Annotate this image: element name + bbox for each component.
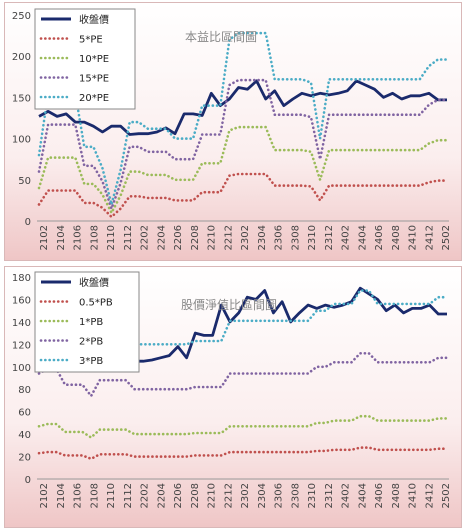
x-tick-label: 2310 [307,225,318,250]
x-tick-label: 2306 [274,225,285,250]
x-tick-label: 2206 [173,225,184,250]
x-tick-label: 2208 [190,483,201,508]
legend-label: 2*PB [79,337,103,348]
x-tick-label: 2408 [391,483,402,508]
y-tick-label: 150 [12,93,31,104]
x-tick-label: 2308 [290,225,301,250]
legend-label: 收盤價 [79,13,109,26]
series-line-3 [37,352,449,398]
x-tick-label: 2212 [223,483,234,508]
series-line-2 [37,414,449,439]
x-tick-label: 2502 [441,225,452,250]
x-tick-label: 2404 [357,225,368,250]
x-tick-label: 2310 [307,483,318,508]
y-tick-label: 140 [12,318,31,329]
x-tick-label: 2302 [240,225,251,250]
legend-label: 收盤價 [79,276,109,289]
pb-band-chart-panel: 0 20 40 60 80 100 120 140 160 180 2102 2104 2106 2108… [4,266,462,528]
x-tick-label: 2412 [424,225,435,250]
y-tick-label: 100 [12,363,31,374]
x-tick-label: 2502 [441,483,452,508]
y-tick-label: 100 [12,135,31,146]
y-tick-label: 120 [12,340,31,351]
x-tick-label: 2112 [123,225,134,250]
x-tick-label: 2212 [223,225,234,250]
x-tick-label: 2102 [39,483,50,508]
x-tick-label: 2312 [324,483,335,508]
y-tick-label: 40 [18,430,31,441]
x-tick-label: 2406 [374,225,385,250]
x-tick-label: 2102 [39,225,50,250]
y-tick-label: 0 [25,475,31,486]
x-tick-label: 2210 [207,483,218,508]
x-tick-label: 2204 [156,483,167,508]
legend-label: 20*PE [79,93,109,104]
series-line-4 [37,31,449,206]
legend-label: 1*PB [79,317,103,328]
legend-label: 0.5*PB [79,298,113,309]
y-tick-label: 200 [12,52,31,63]
legend: 收盤價 5*PE 10*PE 15*PE 20*PE [34,8,136,110]
chart-title: 股價淨值比區間圖 [181,297,277,312]
x-tick-label: 2208 [190,225,201,250]
series-line-0 [38,79,447,136]
legend-label: 5*PE [79,35,103,46]
series-line-4 [37,289,449,356]
x-tick-label: 2206 [173,483,184,508]
x-tick-label: 2210 [207,225,218,250]
x-tick-label: 2302 [240,483,251,508]
x-tick-label: 2108 [89,225,100,250]
x-tick-label: 2402 [341,225,352,250]
x-tick-label: 2112 [123,483,134,508]
series-line-3 [37,78,449,210]
x-tick-label: 2410 [408,225,419,250]
series-line-2 [37,125,449,215]
series-line-1 [37,446,449,461]
y-tick-label: 160 [12,295,31,306]
x-tick-label: 2104 [56,483,67,508]
x-tick-label: 2104 [56,225,67,250]
legend-box [34,271,140,373]
y-tick-label: 0 [25,217,31,228]
x-tick-label: 2312 [324,225,335,250]
x-tick-label: 2304 [257,483,268,508]
legend-box [34,8,136,110]
x-tick-label: 2108 [89,483,100,508]
y-tick-label: 20 [18,453,31,464]
x-tick-label: 2306 [274,483,285,508]
x-tick-label: 2412 [424,483,435,508]
x-tick-label: 2106 [73,483,84,508]
chart-title: 本益比區間圖 [185,30,257,44]
x-tick-label: 2202 [140,225,151,250]
series-line-1 [37,172,449,219]
y-tick-label: 60 [18,408,31,419]
x-tick-label: 2408 [391,225,402,250]
x-tick-label: 2304 [257,225,268,250]
pe-band-chart: 0 50 100 150 200 250 2102 2104 2106 2108 2110 2112 2… [12,8,452,250]
x-tick-label: 2410 [408,483,419,508]
pb-band-chart: 0 20 40 60 80 100 120 140 160 180 2102 2104 2106 2108… [12,271,452,508]
pe-band-chart-panel: 0 50 100 150 200 250 2102 2104 2106 2108 2110 2112 2… [4,2,462,261]
x-tick-label: 2402 [341,483,352,508]
x-tick-label: 2202 [140,483,151,508]
y-tick-label: 50 [18,176,31,187]
x-tick-label: 2110 [106,483,117,508]
legend: 收盤價 0.5*PB 1*PB 2*PB 3*PB [34,271,140,373]
x-tick-label: 2308 [290,483,301,508]
x-tick-label: 2404 [357,483,368,508]
x-tick-label: 2204 [156,225,167,250]
y-tick-label: 250 [12,11,31,22]
y-tick-label: 80 [18,385,31,396]
legend-label: 3*PB [79,356,103,367]
legend-label: 10*PE [79,54,109,65]
y-tick-label: 180 [12,273,31,284]
x-tick-label: 2110 [106,225,117,250]
x-tick-label: 2406 [374,483,385,508]
legend-label: 15*PE [79,74,109,85]
x-tick-label: 2106 [73,225,84,250]
